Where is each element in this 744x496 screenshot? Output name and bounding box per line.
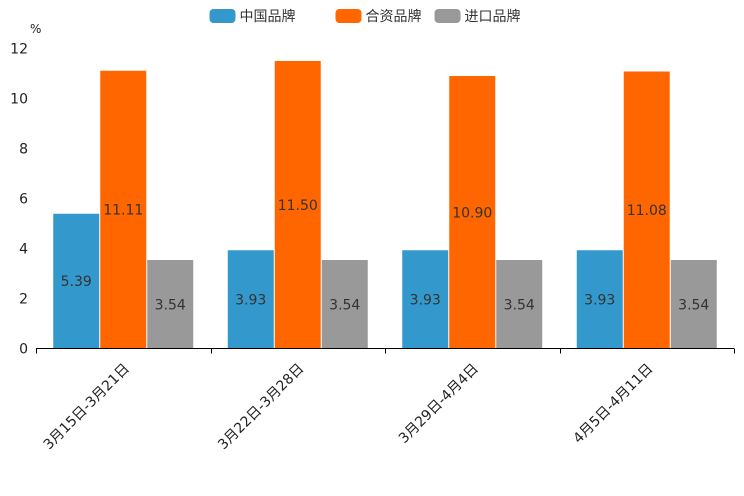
- x-tick-label: 3月29日-4月4日: [396, 361, 482, 447]
- bar-1-3[interactable]: [402, 250, 449, 349]
- bar-2-4[interactable]: [623, 71, 670, 349]
- legend: 中国品牌 合资品牌 进口品牌: [209, 8, 521, 25]
- bar-3-1[interactable]: [147, 260, 194, 349]
- legend-label: 进口品牌: [465, 8, 521, 25]
- legend-item-1[interactable]: 中国品牌: [209, 8, 296, 25]
- legend-label: 合资品牌: [366, 8, 422, 25]
- data-label: 5.39: [61, 274, 92, 290]
- bar-1-1[interactable]: [53, 213, 100, 349]
- legend-item-2[interactable]: 合资品牌: [335, 8, 422, 25]
- y-tick-label: 0: [19, 342, 28, 358]
- bar-1-2[interactable]: [227, 250, 274, 349]
- bar-group-4: 3.93 11.08 3.54: [576, 71, 717, 349]
- bar-2-3[interactable]: [449, 76, 496, 349]
- bar-group-3: 3.93 10.90 3.54: [402, 76, 543, 349]
- y-tick-label: 12: [10, 42, 28, 58]
- x-tick-label: 4月5日-4月11日: [570, 361, 656, 447]
- data-label: 3.54: [504, 297, 535, 313]
- y-tick-label: 8: [19, 142, 28, 158]
- data-label: 3.54: [329, 297, 360, 313]
- data-label: 3.54: [678, 297, 709, 313]
- y-tick-label: 4: [19, 242, 28, 258]
- x-axis: 3月15日-3月21日 3月22日-3月28日 3月29日-4月4日 4月5日-4月1…: [36, 348, 735, 453]
- legend-label: 中国品牌: [240, 8, 296, 25]
- legend-swatch: [335, 9, 362, 23]
- legend-item-3[interactable]: 进口品牌: [434, 8, 521, 25]
- y-tick-label: 10: [10, 92, 28, 108]
- data-label: 3.93: [410, 292, 441, 308]
- bar-3-4[interactable]: [670, 260, 717, 349]
- y-tick-label: 6: [19, 192, 28, 208]
- data-label: 11.08: [627, 203, 667, 219]
- data-label: 10.90: [452, 205, 492, 221]
- x-tick-label: 3月22日-3月28日: [215, 361, 307, 453]
- bar-2-2[interactable]: [274, 61, 321, 349]
- bar-1-4[interactable]: [576, 250, 623, 349]
- y-axis-unit-label: %: [30, 22, 41, 36]
- bar-3-3[interactable]: [496, 260, 543, 349]
- bar-group-1: 5.39 11.11 3.54: [53, 70, 194, 349]
- bar-group-2: 3.93 11.50 3.54: [227, 61, 368, 349]
- data-label: 3.93: [584, 292, 615, 308]
- data-label: 11.50: [278, 198, 318, 214]
- y-tick-label: 2: [19, 292, 28, 308]
- x-tick-label: 3月15日-3月21日: [41, 361, 133, 453]
- data-label: 3.93: [235, 292, 266, 308]
- y-axis: 0 2 4 6 8 10 12: [10, 42, 28, 358]
- bar-2-1[interactable]: [100, 70, 147, 349]
- legend-swatch: [209, 9, 236, 23]
- data-label: 11.11: [103, 203, 143, 219]
- bar-3-2[interactable]: [321, 260, 368, 349]
- data-label: 3.54: [155, 297, 186, 313]
- legend-swatch: [434, 9, 461, 23]
